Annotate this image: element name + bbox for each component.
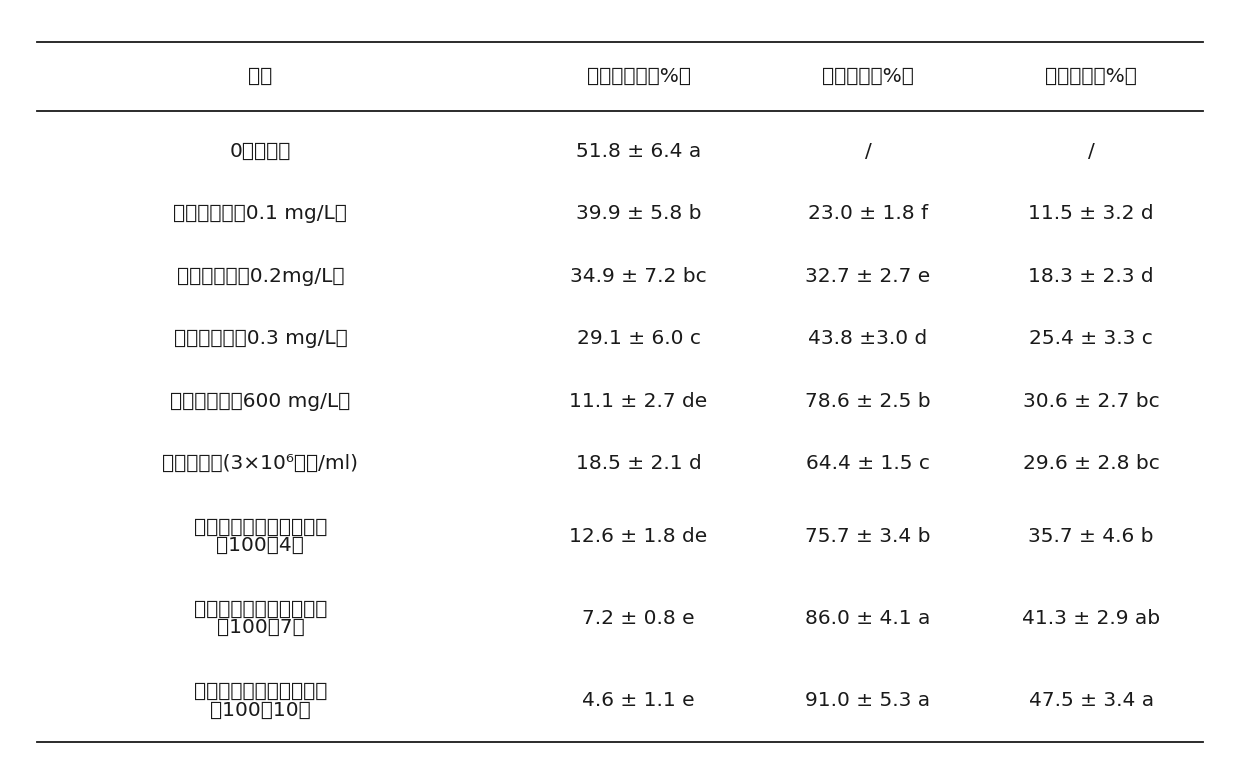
Text: 23.0 ± 1.8 f: 23.0 ± 1.8 f <box>808 204 928 223</box>
Text: 78.6 ± 2.5 b: 78.6 ± 2.5 b <box>805 392 931 411</box>
Text: 47.5 ± 3.4 a: 47.5 ± 3.4 a <box>1029 692 1153 711</box>
Text: 哈茨木霉菌：苯醚甲环唑: 哈茨木霉菌：苯醚甲环唑 <box>193 682 327 702</box>
Text: 51.8 ± 6.4 a: 51.8 ± 6.4 a <box>575 142 702 161</box>
Text: 苯醚甲环唑（0.1 mg/L）: 苯醚甲环唑（0.1 mg/L） <box>174 204 347 223</box>
Text: /: / <box>1087 142 1095 161</box>
Text: 4.6 ± 1.1 e: 4.6 ± 1.1 e <box>583 692 694 711</box>
Text: 增产效果（%）: 增产效果（%） <box>1045 67 1137 86</box>
Text: （100：7）: （100：7） <box>217 618 304 637</box>
Text: 34.9 ± 7.2 bc: 34.9 ± 7.2 bc <box>570 267 707 286</box>
Text: （100：4）: （100：4） <box>217 536 304 555</box>
Text: 0（清水）: 0（清水） <box>229 142 291 161</box>
Text: 苯醚甲环唑（600 mg/L）: 苯醚甲环唑（600 mg/L） <box>170 392 351 411</box>
Text: 苯醚甲环唑（0.2mg/L）: 苯醚甲环唑（0.2mg/L） <box>176 267 345 286</box>
Text: 25.4 ± 3.3 c: 25.4 ± 3.3 c <box>1029 330 1153 348</box>
Text: 29.6 ± 2.8 bc: 29.6 ± 2.8 bc <box>1023 454 1159 474</box>
Text: 91.0 ± 5.3 a: 91.0 ± 5.3 a <box>806 692 930 711</box>
Text: 18.3 ± 2.3 d: 18.3 ± 2.3 d <box>1028 267 1154 286</box>
Text: 35.7 ± 4.6 b: 35.7 ± 4.6 b <box>1028 527 1154 545</box>
Text: 75.7 ± 3.4 b: 75.7 ± 3.4 b <box>805 527 931 545</box>
Text: 86.0 ± 4.1 a: 86.0 ± 4.1 a <box>805 609 931 628</box>
Text: 11.1 ± 2.7 de: 11.1 ± 2.7 de <box>569 392 708 411</box>
Text: 43.8 ±3.0 d: 43.8 ±3.0 d <box>808 330 928 348</box>
Text: 7.2 ± 0.8 e: 7.2 ± 0.8 e <box>583 609 694 628</box>
Text: 64.4 ± 1.5 c: 64.4 ± 1.5 c <box>806 454 930 474</box>
Text: 哈茨木霉菌(3×10⁶孢子/ml): 哈茨木霉菌(3×10⁶孢子/ml) <box>162 454 358 474</box>
Text: 29.1 ± 6.0 c: 29.1 ± 6.0 c <box>577 330 701 348</box>
Text: 41.3 ± 2.9 ab: 41.3 ± 2.9 ab <box>1022 609 1161 628</box>
Text: 防治效果（%）: 防治效果（%） <box>822 67 914 86</box>
Text: 11.5 ± 3.2 d: 11.5 ± 3.2 d <box>1028 204 1154 223</box>
Text: 12.6 ± 1.8 de: 12.6 ± 1.8 de <box>569 527 708 545</box>
Text: 39.9 ± 5.8 b: 39.9 ± 5.8 b <box>575 204 702 223</box>
Text: /: / <box>864 142 872 161</box>
Text: 平均发病率（%）: 平均发病率（%） <box>587 67 691 86</box>
Text: 处理: 处理 <box>248 67 273 86</box>
Text: 苯醚甲环唑（0.3 mg/L）: 苯醚甲环唑（0.3 mg/L） <box>174 330 347 348</box>
Text: 30.6 ± 2.7 bc: 30.6 ± 2.7 bc <box>1023 392 1159 411</box>
Text: 哈茨木霉菌：苯醚甲环唑: 哈茨木霉菌：苯醚甲环唑 <box>193 600 327 619</box>
Text: （100：10）: （100：10） <box>210 701 311 720</box>
Text: 哈茨木霉菌：苯醚甲环唑: 哈茨木霉菌：苯醚甲环唑 <box>193 518 327 536</box>
Text: 18.5 ± 2.1 d: 18.5 ± 2.1 d <box>575 454 702 474</box>
Text: 32.7 ± 2.7 e: 32.7 ± 2.7 e <box>805 267 931 286</box>
